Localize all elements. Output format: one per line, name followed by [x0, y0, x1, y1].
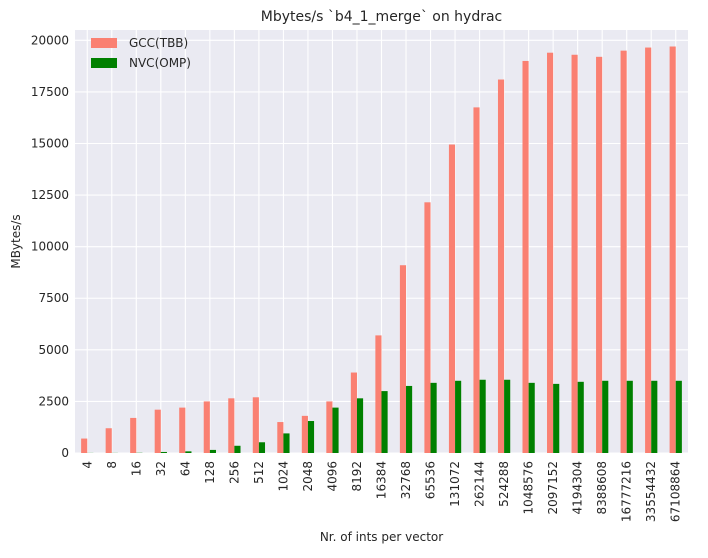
y-tick-label: 7500: [38, 291, 69, 305]
x-tick-label: 8: [105, 461, 119, 469]
bar-nvc-omp: [627, 381, 633, 453]
bar-gcc-tbb: [130, 418, 136, 453]
y-tick-label: 2500: [38, 394, 69, 408]
bar-nvc-omp: [357, 398, 363, 453]
bar-gcc-tbb: [547, 53, 553, 453]
bar-gcc-tbb: [596, 57, 602, 453]
bar-nvc-omp: [651, 381, 657, 453]
x-tick-label: 8388608: [595, 461, 609, 514]
bar-nvc-omp: [455, 381, 461, 453]
x-tick-label: 4194304: [571, 461, 585, 514]
bar-nvc-omp: [406, 386, 412, 453]
y-tick-label: 15000: [31, 136, 69, 150]
bar-gcc-tbb: [81, 439, 87, 453]
x-tick-label: 32: [154, 461, 168, 476]
bar-nvc-omp: [529, 383, 535, 453]
bar-gcc-tbb: [277, 422, 283, 453]
x-tick-label: 64: [178, 461, 192, 476]
bar-nvc-omp: [480, 380, 486, 453]
legend-swatch: [91, 38, 117, 48]
bar-gcc-tbb: [449, 145, 455, 453]
bar-nvc-omp: [234, 446, 240, 453]
bar-gcc-tbb: [326, 401, 332, 453]
bar-nvc-omp: [161, 452, 167, 453]
bar-nvc-omp: [578, 382, 584, 453]
x-tick-label: 4: [80, 461, 94, 469]
bar-gcc-tbb: [179, 408, 185, 453]
bar-gcc-tbb: [645, 48, 651, 453]
x-tick-label: 128: [203, 461, 217, 484]
x-tick-label: 2048: [301, 461, 315, 492]
x-axis-label: Nr. of ints per vector: [320, 530, 443, 544]
bar-gcc-tbb: [670, 47, 676, 453]
bar-gcc-tbb: [572, 55, 578, 453]
bar-gcc-tbb: [106, 428, 112, 453]
x-tick-label: 33554432: [644, 461, 658, 522]
bar-gcc-tbb: [155, 410, 161, 453]
bar-gcc-tbb: [253, 397, 259, 453]
bar-nvc-omp: [283, 433, 289, 453]
bar-nvc-omp: [185, 451, 191, 453]
bar-nvc-omp: [553, 384, 559, 453]
y-tick-label: 10000: [31, 240, 69, 254]
x-tick-label: 256: [227, 461, 241, 484]
y-tick-label: 20000: [31, 33, 69, 47]
y-axis-label: MBytes/s: [9, 214, 23, 268]
bar-nvc-omp: [382, 391, 388, 453]
bar-gcc-tbb: [498, 80, 504, 453]
legend-label: GCC(TBB): [129, 36, 188, 50]
x-tick-label: 8192: [350, 461, 364, 492]
bar-nvc-omp: [602, 381, 608, 453]
bar-gcc-tbb: [375, 335, 381, 453]
y-tick-label: 12500: [31, 188, 69, 202]
bar-gcc-tbb: [204, 401, 210, 453]
x-tick-label: 131072: [448, 461, 462, 507]
bar-nvc-omp: [431, 383, 437, 453]
bar-nvc-omp: [332, 408, 338, 453]
bar-gcc-tbb: [621, 51, 627, 453]
bar-gcc-tbb: [228, 398, 234, 453]
bar-gcc-tbb: [473, 107, 479, 453]
bar-gcc-tbb: [400, 265, 406, 453]
bar-nvc-omp: [676, 381, 682, 453]
x-tick-label: 67108864: [669, 461, 683, 522]
bar-nvc-omp: [259, 442, 265, 453]
x-tick-label: 1024: [276, 461, 290, 492]
x-tick-label: 1048576: [522, 461, 536, 514]
x-tick-label: 4096: [325, 461, 339, 492]
legend-swatch: [91, 58, 117, 68]
x-tick-label: 512: [252, 461, 266, 484]
legend-label: NVC(OMP): [129, 56, 191, 70]
x-tick-label: 32768: [399, 461, 413, 499]
bar-gcc-tbb: [424, 202, 430, 453]
y-tick-label: 17500: [31, 85, 69, 99]
x-tick-label: 65536: [424, 461, 438, 499]
bar-gcc-tbb: [522, 61, 528, 453]
x-tick-label: 16384: [375, 461, 389, 499]
bar-nvc-omp: [210, 450, 216, 453]
x-tick-label: 524288: [497, 461, 511, 507]
x-tick-label: 16777216: [620, 461, 634, 522]
bar-gcc-tbb: [302, 416, 308, 453]
bar-nvc-omp: [308, 421, 314, 453]
y-tick-label: 0: [61, 446, 69, 460]
x-tick-label: 2097152: [546, 461, 560, 514]
x-tick-label: 16: [129, 461, 143, 476]
bar-gcc-tbb: [351, 373, 357, 453]
chart-title: Mbytes/s `b4_1_merge` on hydrac: [261, 9, 503, 25]
bar-nvc-omp: [504, 380, 510, 453]
x-tick-label: 262144: [473, 461, 487, 507]
y-tick-label: 5000: [38, 343, 69, 357]
